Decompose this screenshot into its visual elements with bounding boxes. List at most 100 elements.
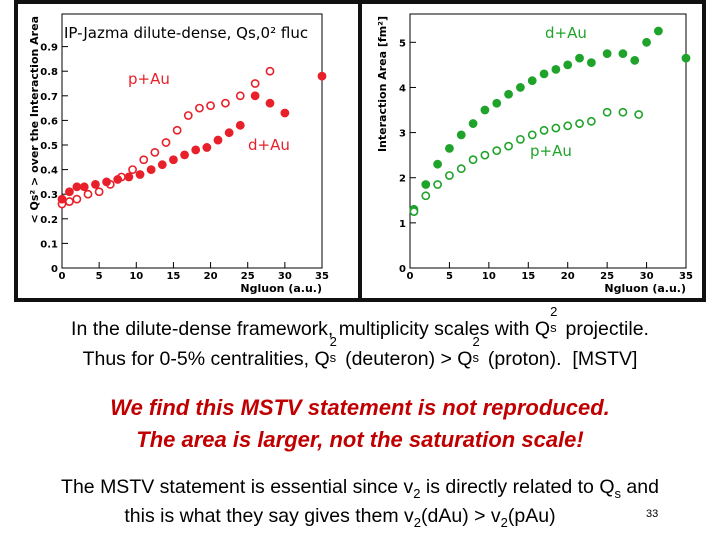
data-point — [602, 49, 612, 58]
x-tick-label: 10 — [482, 271, 496, 282]
text: this is what they say gives them v — [124, 505, 414, 527]
emphasis: The area is larger, not the saturation s… — [136, 427, 584, 452]
data-point — [516, 134, 525, 144]
data-point — [91, 179, 100, 189]
plot-frame — [61, 13, 323, 269]
data-point — [654, 26, 663, 36]
data-point — [265, 98, 275, 108]
y-tick-label: 0.9 — [40, 43, 58, 54]
data-point — [224, 128, 234, 138]
emphasis: We find this MSTV statement is not repro… — [110, 395, 610, 420]
data-point — [492, 98, 502, 108]
text: 2 — [500, 515, 508, 530]
x-tick-label: 20 — [204, 271, 218, 282]
y-tick-label: 1 — [399, 219, 406, 230]
data-point — [456, 130, 466, 140]
data-point — [235, 91, 245, 101]
data-point — [480, 105, 490, 115]
data-point — [563, 121, 573, 131]
y-tick-label: 0.6 — [40, 116, 58, 127]
data-point — [172, 125, 182, 135]
annotation: p+Au — [128, 70, 170, 88]
text: Thus for 0-5% centralities, Q — [82, 348, 330, 370]
text: In the dilute-dense framework, multiplic… — [71, 318, 551, 340]
text: s — [472, 350, 479, 365]
data-point — [202, 143, 212, 152]
data-point — [575, 119, 584, 128]
caption-line: Thus for 0-5% centralities, Q2s​ (deuter… — [0, 334, 720, 371]
data-point — [433, 180, 442, 189]
y-tick-label: 0.7 — [40, 92, 58, 103]
data-point — [504, 141, 513, 151]
data-point — [150, 147, 160, 157]
data-point — [139, 155, 149, 165]
conclusion-line: this is what they say gives them v 2(dAu)… — [0, 505, 700, 530]
data-point — [409, 207, 419, 216]
x-tick-label: 25 — [600, 271, 614, 282]
data-point — [113, 175, 123, 184]
text: s — [329, 350, 337, 365]
text: is directly related to Q — [420, 476, 615, 498]
text: 2 — [329, 334, 337, 349]
text: (deuteron) > Q — [339, 348, 473, 370]
text: 2 — [472, 334, 480, 349]
text: (pAu) — [507, 505, 556, 527]
data-point — [83, 189, 93, 199]
x-tick-label: 0 — [59, 271, 66, 282]
data-point — [551, 123, 561, 133]
data-point — [539, 125, 549, 135]
data-point — [128, 165, 137, 174]
chart-area: 0 5 10 15 20 25 30 3500.10.20.30.40.50.60.70.80… — [14, 0, 706, 302]
y-tick-label: 2 — [399, 174, 406, 185]
data-point — [235, 120, 245, 130]
data-point — [124, 172, 134, 182]
chart-title: IP-Jazma dilute-dense, Qs,0² fluc — [64, 24, 308, 42]
x-tick-label: 25 — [241, 271, 255, 282]
text: s — [550, 320, 557, 335]
data-point — [634, 110, 644, 119]
y-tick-label: 4 — [399, 83, 406, 94]
data-point — [516, 83, 525, 92]
text: s — [614, 486, 622, 501]
data-point — [280, 108, 290, 118]
data-point — [468, 119, 478, 128]
y-tick-label: 0 — [399, 264, 406, 275]
plot-frame — [409, 13, 687, 269]
x-tick-label: 15 — [166, 271, 180, 282]
data-point — [180, 150, 189, 160]
x-tick-label: 5 — [96, 271, 103, 282]
x-tick-label: 0 — [407, 271, 414, 282]
x-tick-label: 30 — [640, 271, 654, 282]
y-tick-label: 0.2 — [40, 215, 58, 226]
y-tick-label: 0.1 — [40, 239, 58, 250]
text: (dAu) > v — [421, 505, 501, 527]
data-point — [250, 79, 260, 88]
data-point — [146, 165, 156, 174]
data-point — [504, 89, 513, 99]
text: 2 — [413, 486, 421, 501]
y-tick-label: 3 — [399, 129, 406, 140]
data-point — [681, 53, 691, 63]
data-point — [586, 58, 596, 68]
data-point — [157, 160, 167, 170]
data-point — [468, 155, 478, 165]
data-point — [642, 37, 651, 47]
data-point — [72, 194, 82, 204]
data-point — [94, 187, 104, 197]
data-point — [456, 164, 466, 174]
data-point — [602, 107, 612, 117]
page-number: 33 — [646, 508, 659, 520]
panel — [18, 4, 358, 298]
data-point — [65, 197, 74, 206]
y-axis-label: < Qs² > over the Interaction Area — [28, 16, 41, 224]
x-tick-label: 35 — [315, 271, 329, 282]
data-point — [65, 187, 74, 197]
text: projectile. — [560, 318, 649, 340]
data-point — [213, 135, 223, 145]
x-axis-label: Ngluon (a.u.) — [240, 282, 322, 295]
data-point — [265, 66, 275, 76]
annotation: p+Au — [530, 142, 572, 160]
y-tick-label: 0.3 — [40, 190, 58, 201]
data-point — [169, 155, 178, 165]
